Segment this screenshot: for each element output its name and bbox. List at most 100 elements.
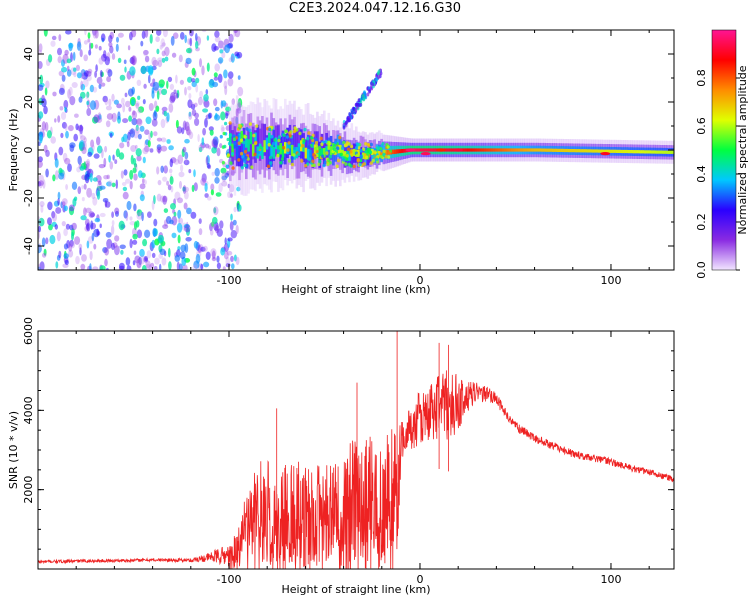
spectral-blob — [276, 149, 280, 153]
side-track-blob — [362, 97, 366, 102]
noise-blob — [224, 44, 231, 54]
spectral-cell — [309, 149, 312, 161]
noise-blob — [227, 183, 231, 189]
spectral-blob — [240, 151, 244, 156]
noise-blob — [156, 30, 162, 36]
noise-blob — [98, 83, 102, 90]
spectral-cell — [579, 149, 583, 153]
spectral-cell — [627, 150, 631, 154]
spectral-blob — [279, 160, 283, 165]
noise-blob — [152, 59, 159, 67]
noise-blob — [148, 74, 151, 84]
noise-blob — [43, 248, 47, 256]
noise-blob — [182, 120, 187, 131]
spectral-blob — [286, 148, 290, 152]
noise-blob — [129, 238, 133, 249]
noise-blob — [69, 224, 74, 231]
noise-blob — [142, 179, 147, 186]
noise-blob — [132, 233, 138, 240]
noise-blob — [50, 40, 56, 47]
spectral-blob — [349, 164, 353, 168]
spectral-cell — [263, 140, 266, 153]
noise-blob — [170, 35, 175, 46]
noise-blob — [140, 40, 144, 47]
noise-blob — [177, 234, 181, 244]
noise-blob — [142, 178, 145, 184]
noise-blob — [157, 148, 161, 154]
noise-blob — [166, 112, 170, 122]
spectral-blob — [376, 146, 380, 150]
spectral-cell — [247, 139, 250, 152]
noise-blob — [221, 180, 228, 187]
spectral-blob — [300, 159, 304, 163]
noise-blob — [71, 232, 74, 241]
noise-blob — [201, 137, 205, 146]
noise-blob — [82, 140, 87, 151]
noise-blob — [104, 258, 108, 267]
noise-blob — [61, 198, 68, 206]
spectral-cell — [568, 149, 571, 153]
noise-blob — [227, 71, 234, 79]
noise-blob — [218, 40, 224, 49]
noise-blob — [38, 180, 44, 186]
noise-blob — [206, 155, 210, 165]
spectral-blob — [267, 143, 271, 147]
noise-blob — [179, 79, 184, 85]
noise-blob — [38, 225, 41, 233]
noise-blob — [156, 166, 160, 175]
noise-blob — [168, 247, 171, 258]
noise-blob — [80, 215, 87, 221]
noise-blob — [86, 159, 90, 164]
noise-blob — [97, 112, 102, 121]
noise-blob — [167, 184, 172, 191]
noise-blob — [119, 244, 126, 250]
spectral-blob — [253, 152, 257, 157]
spectral-blob — [287, 141, 291, 145]
noise-blob — [175, 74, 178, 84]
noise-blob — [96, 76, 103, 85]
noise-blob — [73, 67, 77, 72]
spectral-cell — [497, 148, 500, 152]
spectral-cell — [648, 150, 651, 154]
spectral-cell — [604, 149, 608, 153]
noise-blob — [219, 49, 224, 54]
noise-blob — [96, 145, 103, 154]
noise-blob — [169, 219, 174, 225]
spectral-cell — [632, 150, 635, 154]
noise-blob — [148, 264, 152, 270]
spectral-cell — [343, 152, 347, 161]
spectral-cell — [639, 150, 642, 154]
noise-blob — [127, 45, 131, 51]
noise-blob — [209, 129, 214, 136]
noise-blob — [215, 192, 222, 197]
spectral-blob — [345, 154, 349, 158]
noise-blob — [231, 98, 235, 105]
spectral-cell — [284, 142, 287, 154]
noise-blob — [195, 33, 198, 42]
snr-series-line — [38, 331, 674, 569]
noise-blob — [177, 197, 183, 204]
spectrogram-y-tick-label: 40 — [22, 47, 35, 61]
noise-blob — [168, 168, 173, 174]
noise-blob — [39, 201, 45, 207]
spectral-cell — [483, 148, 486, 152]
noise-blob — [125, 211, 129, 222]
noise-blob — [86, 91, 90, 98]
side-track-blob — [350, 108, 354, 113]
noise-blob — [191, 67, 196, 76]
spectral-blob — [386, 145, 390, 149]
noise-blob — [42, 179, 46, 189]
noise-blob — [224, 85, 228, 96]
spectral-blob — [290, 156, 294, 160]
noise-blob — [129, 56, 135, 65]
spectral-cell — [398, 149, 402, 154]
noise-blob — [38, 174, 44, 183]
noise-blob — [211, 250, 216, 260]
spectral-blob — [223, 144, 227, 149]
noise-blob — [230, 230, 237, 239]
spectral-cell — [281, 130, 285, 162]
spectral-blob — [336, 146, 340, 151]
spectral-hotspot — [453, 148, 464, 152]
spectral-blob — [366, 142, 370, 147]
noise-blob — [57, 197, 60, 206]
